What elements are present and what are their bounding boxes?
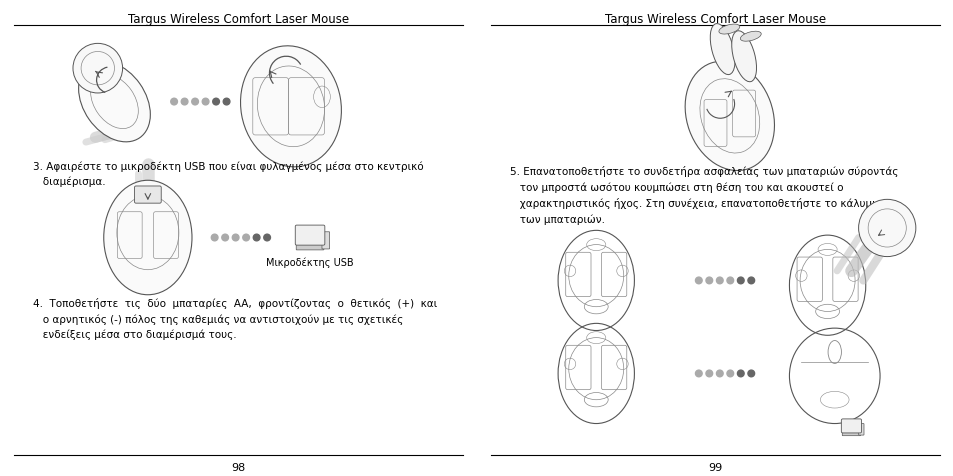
FancyBboxPatch shape xyxy=(134,187,161,204)
FancyBboxPatch shape xyxy=(841,419,861,433)
Ellipse shape xyxy=(719,25,739,35)
Ellipse shape xyxy=(684,62,774,171)
Circle shape xyxy=(695,278,701,284)
Circle shape xyxy=(737,278,743,284)
Circle shape xyxy=(695,370,701,377)
Text: 4.  Τοποθετήστε  τις  δύο  μπαταρίες  AA,  φροντίζοντας  ο  θετικός  (+)  και
  : 4. Τοποθετήστε τις δύο μπαταρίες AA, φρο… xyxy=(33,298,437,339)
FancyBboxPatch shape xyxy=(322,232,330,249)
Circle shape xyxy=(221,235,229,241)
Circle shape xyxy=(171,99,177,106)
Circle shape xyxy=(716,370,722,377)
Circle shape xyxy=(726,278,733,284)
Text: Targus Wireless Comfort Laser Mouse: Targus Wireless Comfort Laser Mouse xyxy=(604,13,825,26)
Circle shape xyxy=(232,235,238,241)
Circle shape xyxy=(253,235,259,241)
Ellipse shape xyxy=(240,47,341,168)
Circle shape xyxy=(705,370,712,377)
Circle shape xyxy=(716,278,722,284)
Circle shape xyxy=(202,99,209,106)
Circle shape xyxy=(192,99,198,106)
Ellipse shape xyxy=(78,62,151,142)
Circle shape xyxy=(747,278,754,284)
Text: Μικροδέκτης USB: Μικροδέκτης USB xyxy=(266,257,354,268)
FancyBboxPatch shape xyxy=(858,424,863,435)
Circle shape xyxy=(181,99,188,106)
Circle shape xyxy=(705,278,712,284)
Ellipse shape xyxy=(710,25,734,75)
FancyBboxPatch shape xyxy=(295,243,324,250)
Ellipse shape xyxy=(104,181,192,295)
Text: 5. Επανατοποθετήστε το συνδετήρα ασφαλείας των μπαταριών σύροντάς
   τον μπροστά: 5. Επανατοποθετήστε το συνδετήρα ασφαλεί… xyxy=(510,166,898,224)
Text: Targus Wireless Comfort Laser Mouse: Targus Wireless Comfort Laser Mouse xyxy=(128,13,349,26)
Circle shape xyxy=(726,370,733,377)
Ellipse shape xyxy=(740,32,760,42)
Circle shape xyxy=(737,370,743,377)
Circle shape xyxy=(263,235,271,241)
Circle shape xyxy=(747,370,754,377)
Circle shape xyxy=(858,200,915,257)
FancyBboxPatch shape xyxy=(841,430,860,436)
Circle shape xyxy=(242,235,250,241)
Text: 99: 99 xyxy=(708,463,721,472)
Text: 3. Αφαιρέστε το μικροδέκτη USB που είναι φυλαγμένος μέσα στο κεντρικό
   διαμέρι: 3. Αφαιρέστε το μικροδέκτη USB που είναι… xyxy=(33,161,423,187)
Ellipse shape xyxy=(731,32,756,82)
Circle shape xyxy=(213,99,219,106)
FancyBboxPatch shape xyxy=(295,226,324,246)
Circle shape xyxy=(211,235,217,241)
Circle shape xyxy=(223,99,230,106)
Circle shape xyxy=(72,44,122,94)
Text: 98: 98 xyxy=(232,463,245,472)
